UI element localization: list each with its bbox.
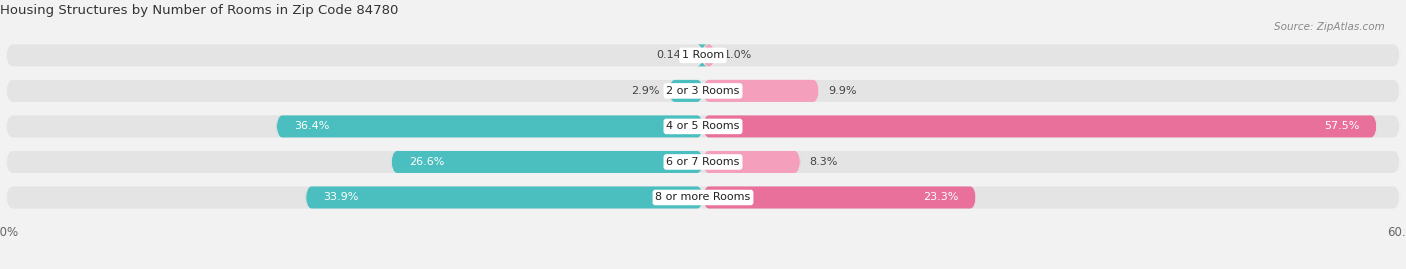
Text: 8 or more Rooms: 8 or more Rooms	[655, 193, 751, 203]
Text: 0.14%: 0.14%	[657, 50, 692, 60]
Text: 8.3%: 8.3%	[810, 157, 838, 167]
Text: Housing Structures by Number of Rooms in Zip Code 84780: Housing Structures by Number of Rooms in…	[0, 4, 398, 17]
FancyBboxPatch shape	[277, 115, 703, 137]
Text: 36.4%: 36.4%	[294, 121, 329, 132]
FancyBboxPatch shape	[669, 80, 703, 102]
FancyBboxPatch shape	[703, 115, 1376, 137]
Text: 26.6%: 26.6%	[409, 157, 444, 167]
FancyBboxPatch shape	[6, 151, 1400, 173]
Text: 57.5%: 57.5%	[1324, 121, 1360, 132]
FancyBboxPatch shape	[6, 186, 1400, 208]
Text: 9.9%: 9.9%	[828, 86, 856, 96]
Text: 33.9%: 33.9%	[323, 193, 359, 203]
FancyBboxPatch shape	[697, 44, 707, 66]
FancyBboxPatch shape	[6, 44, 1400, 66]
FancyBboxPatch shape	[6, 115, 1400, 137]
FancyBboxPatch shape	[391, 151, 703, 173]
Text: 6 or 7 Rooms: 6 or 7 Rooms	[666, 157, 740, 167]
FancyBboxPatch shape	[703, 186, 976, 208]
Text: 2.9%: 2.9%	[631, 86, 659, 96]
FancyBboxPatch shape	[307, 186, 703, 208]
FancyBboxPatch shape	[703, 80, 818, 102]
Text: 2 or 3 Rooms: 2 or 3 Rooms	[666, 86, 740, 96]
FancyBboxPatch shape	[703, 44, 714, 66]
Text: 4 or 5 Rooms: 4 or 5 Rooms	[666, 121, 740, 132]
FancyBboxPatch shape	[703, 151, 800, 173]
Text: 1 Room: 1 Room	[682, 50, 724, 60]
Text: 23.3%: 23.3%	[924, 193, 959, 203]
Text: Source: ZipAtlas.com: Source: ZipAtlas.com	[1274, 22, 1385, 31]
FancyBboxPatch shape	[6, 80, 1400, 102]
Text: 1.0%: 1.0%	[724, 50, 752, 60]
